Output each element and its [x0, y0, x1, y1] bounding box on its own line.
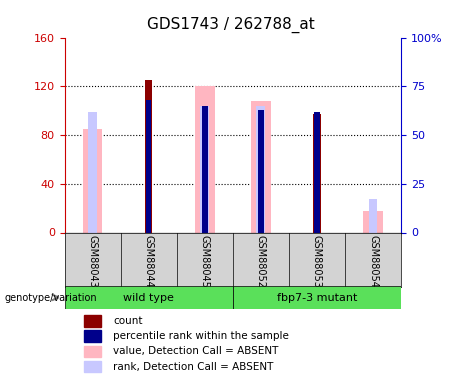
- Bar: [363, 211, 383, 232]
- Bar: [369, 200, 378, 232]
- Bar: [233, 286, 401, 309]
- Text: GSM88054: GSM88054: [368, 235, 378, 288]
- Text: fbp7-3 mutant: fbp7-3 mutant: [277, 293, 357, 303]
- Text: GSM88044: GSM88044: [144, 235, 154, 288]
- Bar: [83, 129, 102, 232]
- Bar: [201, 106, 209, 232]
- Text: count: count: [113, 316, 142, 326]
- Bar: [202, 106, 207, 232]
- Bar: [84, 361, 101, 372]
- Bar: [84, 330, 101, 342]
- Bar: [146, 100, 151, 232]
- Text: GSM88053: GSM88053: [312, 235, 322, 288]
- Text: genotype/variation: genotype/variation: [5, 293, 97, 303]
- Text: GSM88043: GSM88043: [88, 235, 98, 288]
- Text: GSM88045: GSM88045: [200, 235, 210, 288]
- Bar: [258, 110, 264, 232]
- Bar: [313, 114, 321, 232]
- Bar: [145, 80, 153, 232]
- Text: GDS1743 / 262788_at: GDS1743 / 262788_at: [147, 17, 314, 33]
- Bar: [84, 346, 101, 357]
- Bar: [88, 112, 97, 232]
- Text: rank, Detection Call = ABSENT: rank, Detection Call = ABSENT: [113, 362, 273, 372]
- Bar: [84, 315, 101, 327]
- Text: value, Detection Call = ABSENT: value, Detection Call = ABSENT: [113, 346, 278, 356]
- Bar: [314, 112, 319, 232]
- Bar: [195, 86, 214, 232]
- Text: wild type: wild type: [123, 293, 174, 303]
- Bar: [65, 286, 233, 309]
- Text: percentile rank within the sample: percentile rank within the sample: [113, 331, 289, 341]
- Text: GSM88052: GSM88052: [256, 235, 266, 288]
- Bar: [251, 101, 271, 232]
- Bar: [256, 106, 265, 232]
